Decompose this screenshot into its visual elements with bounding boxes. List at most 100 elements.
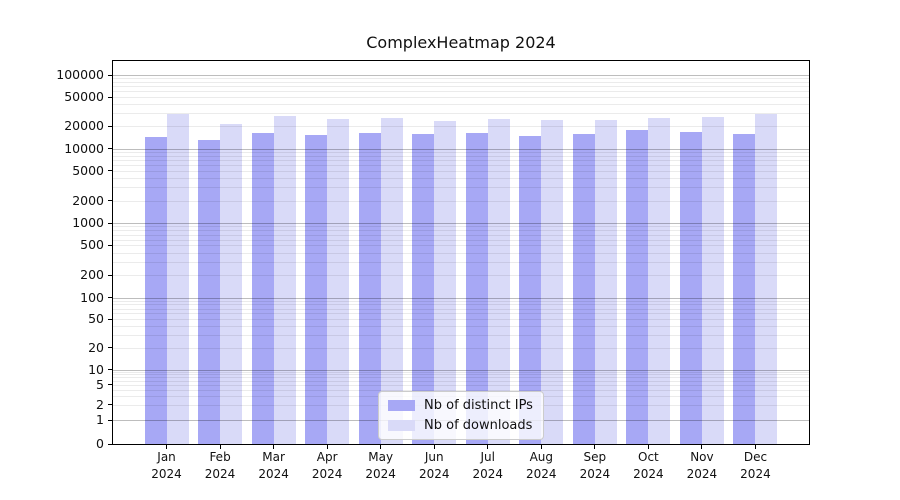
bar-sep-distinct-ips (572, 134, 595, 444)
x-tick-label-jun: Jun 2024 (418, 450, 450, 481)
y-tick-label: 20000 (64, 118, 104, 134)
x-tick-label-sep: Sep 2024 (579, 450, 611, 481)
minor-gridline (113, 389, 809, 391)
x-tick-mark (487, 445, 489, 449)
minor-gridline (113, 91, 809, 93)
bar-jan-downloads (166, 113, 189, 444)
minor-gridline (113, 335, 809, 337)
y-tick-mark (108, 369, 112, 370)
bar-sep-downloads (594, 119, 617, 444)
minor-gridline (113, 151, 809, 153)
x-tick-label-dec: Dec 2024 (740, 450, 771, 481)
legend-item-downloads: Nb of downloads (388, 418, 534, 433)
major-gridline (113, 75, 809, 76)
y-tick-label: 500 (80, 237, 104, 253)
legend-swatch-distinct-ips (388, 400, 415, 411)
bar-apr-downloads (327, 118, 350, 444)
bar-nov-distinct-ips (679, 131, 702, 444)
x-tick-mark (273, 445, 275, 449)
y-tick-mark (108, 347, 112, 349)
y-tick-mark (108, 170, 112, 172)
minor-gridline (113, 234, 809, 236)
minor-gridline (113, 384, 809, 386)
y-tick-label: 50000 (64, 89, 104, 105)
x-tick-mark (326, 445, 328, 449)
minor-gridline (113, 347, 809, 349)
minor-gridline (113, 275, 809, 277)
y-tick-label: 10000 (64, 140, 104, 156)
bar-jul-downloads (487, 118, 510, 444)
y-tick-label: 1 (96, 412, 104, 427)
minor-gridline (113, 313, 809, 315)
y-tick-label: 20 (88, 339, 104, 355)
bar-apr-distinct-ips (305, 134, 328, 444)
legend-label-distinct-ips: Nb of distinct IPs (424, 398, 533, 413)
minor-gridline (113, 226, 809, 228)
minor-gridline (113, 165, 809, 167)
minor-gridline (113, 78, 809, 80)
minor-gridline (113, 308, 809, 310)
y-tick-mark (108, 404, 112, 406)
minor-gridline (113, 326, 809, 328)
y-tick-label: 50 (88, 311, 104, 327)
x-tick-mark (166, 445, 168, 449)
y-tick-mark (108, 222, 112, 224)
y-tick-label: 0 (96, 436, 104, 451)
y-tick-mark (108, 297, 112, 298)
y-tick-label: 1000 (72, 215, 104, 230)
bar-oct-downloads (648, 118, 671, 444)
bar-feb-distinct-ips (198, 139, 221, 444)
minor-gridline (113, 374, 809, 376)
y-tick-mark (108, 244, 112, 246)
chart-title: ComplexHeatmap 2024 (366, 33, 556, 52)
minor-gridline (113, 113, 809, 115)
bar-may-distinct-ips (358, 132, 381, 444)
minor-gridline (113, 160, 809, 162)
x-tick-label-jul: Jul 2024 (472, 450, 504, 481)
bar-jul-distinct-ips (465, 133, 488, 444)
legend-label-downloads: Nb of downloads (424, 418, 533, 433)
bar-dec-downloads (755, 113, 778, 444)
x-tick-label-aug: Aug 2024 (526, 450, 557, 481)
bar-mar-distinct-ips (251, 133, 274, 444)
bar-aug-downloads (541, 120, 564, 444)
minor-gridline (113, 97, 809, 99)
bar-may-downloads (380, 118, 403, 444)
bar-nov-downloads (701, 116, 724, 444)
x-tick-label-feb: Feb 2024 (204, 450, 236, 481)
minor-gridline (113, 380, 809, 382)
x-tick-mark (540, 445, 542, 449)
y-tick-mark (108, 125, 112, 127)
grid-layer (113, 61, 809, 444)
minor-gridline (113, 245, 809, 247)
y-tick-mark (108, 74, 112, 76)
x-tick-mark (754, 445, 756, 449)
y-tick-mark (108, 419, 112, 421)
bar-jun-downloads (434, 121, 457, 444)
y-tick-mark (108, 96, 112, 98)
y-tick-label: 100000 (56, 67, 104, 82)
minor-gridline (113, 304, 809, 306)
x-tick-label-apr: Apr 2024 (311, 450, 343, 481)
bar-mar-downloads (273, 115, 296, 444)
minor-gridline (113, 261, 809, 263)
major-gridline (113, 297, 809, 299)
bar-jan-distinct-ips (144, 136, 167, 444)
y-tick-label: 5000 (72, 162, 104, 178)
minor-gridline (113, 300, 809, 302)
minor-gridline (113, 252, 809, 254)
minor-gridline (113, 86, 809, 88)
bar-oct-distinct-ips (626, 130, 649, 444)
minor-gridline (113, 200, 809, 202)
minor-gridline (113, 371, 809, 373)
minor-gridline (113, 126, 809, 128)
minor-gridline (113, 178, 809, 180)
minor-gridline (113, 82, 809, 84)
y-tick-mark (108, 384, 112, 386)
y-tick-mark (108, 318, 112, 320)
major-gridline (113, 223, 809, 224)
minor-gridline (113, 239, 809, 241)
y-tick-label: 200 (80, 267, 104, 283)
x-tick-label-jan: Jan 2024 (151, 450, 182, 481)
